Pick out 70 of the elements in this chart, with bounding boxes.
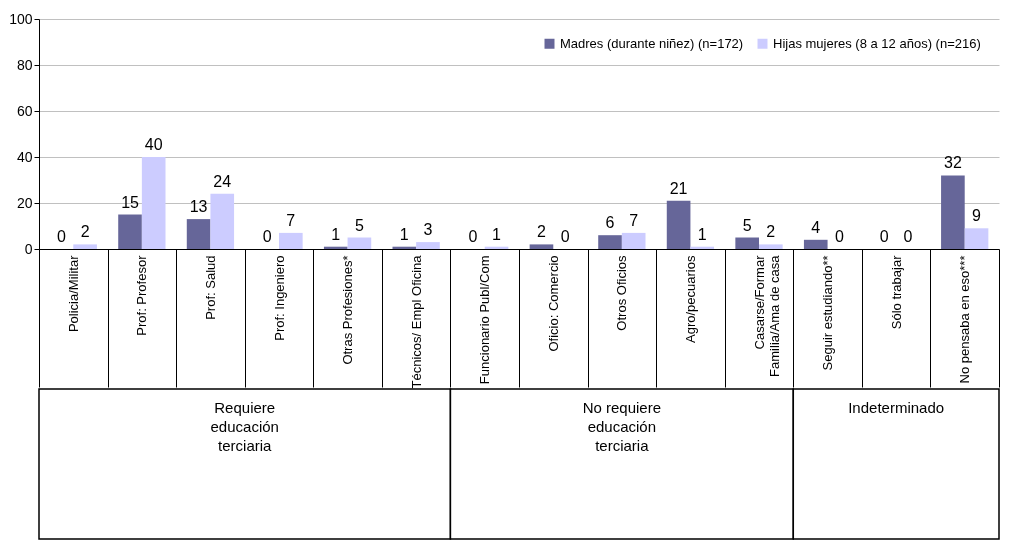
bar <box>621 232 646 249</box>
text: Requiere educación terciaria <box>210 399 279 454</box>
x-tick-label: Otras Profesiones* <box>340 255 356 365</box>
y-tick-label: 60 <box>16 102 33 119</box>
x-tick-label: Oficio: Comercio <box>545 255 561 352</box>
data-label: 1 <box>697 225 707 243</box>
bar <box>964 228 989 249</box>
x-tick-label: Otros Oficios <box>614 255 630 331</box>
y-tick-label: 40 <box>16 148 33 165</box>
data-label: 7 <box>286 211 296 229</box>
data-label: 5 <box>354 216 364 234</box>
legend-label: Madres (durante niñez) (n=172) <box>560 35 744 51</box>
data-label: 32 <box>943 154 962 172</box>
x-tick-label: Policia/Militar <box>65 254 81 333</box>
data-label: 0 <box>903 228 913 245</box>
y-tick-label: 100 <box>9 10 33 27</box>
data-label: 0 <box>834 228 844 245</box>
data-label: 5 <box>742 216 752 234</box>
data-label: 4 <box>811 218 821 236</box>
bar <box>210 193 235 249</box>
x-tick-label: No pensaba en eso*** <box>957 255 973 384</box>
data-label: 0 <box>57 228 67 245</box>
text: No requiere educación terciaria <box>582 399 662 454</box>
data-label: 24 <box>213 172 232 190</box>
bar <box>666 200 691 249</box>
x-tick-label: Funcionario Publ/Com <box>477 255 493 385</box>
bar <box>598 235 622 249</box>
bar <box>803 239 828 249</box>
bar <box>735 237 759 249</box>
data-label: 1 <box>399 225 409 243</box>
data-label: 21 <box>669 179 688 197</box>
data-label: 9 <box>972 207 982 225</box>
bar <box>529 244 554 249</box>
data-label: 6 <box>605 214 615 232</box>
bar <box>347 237 372 249</box>
data-label: 0 <box>262 228 272 245</box>
data-label: 2 <box>537 223 547 241</box>
data-label: 3 <box>423 221 433 239</box>
x-tick-label: Agro/pecuarios <box>682 255 698 343</box>
data-label: 1 <box>331 225 341 243</box>
bar <box>141 157 166 249</box>
data-label: 0 <box>560 228 570 245</box>
bar <box>759 244 783 249</box>
x-tick-label: Casarse/Formar Familia/Ama de casa <box>751 254 782 377</box>
bar <box>279 232 303 249</box>
bar <box>416 242 440 249</box>
x-tick-label: Prof: Profesor <box>134 254 150 336</box>
x-tick-label: Prof: Salud <box>202 255 218 320</box>
data-label: 0 <box>879 228 889 245</box>
y-tick-label: 80 <box>16 56 33 73</box>
bar <box>73 244 97 249</box>
data-label: 0 <box>468 228 478 245</box>
y-tick-label: 20 <box>16 194 33 211</box>
y-tick-label: 0 <box>24 240 33 257</box>
data-label: 1 <box>492 225 502 243</box>
bar <box>186 219 211 249</box>
x-tick-label: Seguir estudiando** <box>820 255 836 371</box>
data-label: 15 <box>121 193 140 211</box>
legend-label: Hijas mujeres (8 a 12 años) (n=216) <box>773 35 981 51</box>
bar <box>118 214 142 249</box>
data-label: 40 <box>144 136 163 153</box>
x-tick-label: Sólo trabajar <box>888 254 904 330</box>
bar <box>941 175 965 249</box>
x-tick-label: Prof: Ingeniero <box>271 255 287 341</box>
data-label: 2 <box>80 223 90 241</box>
x-tick-label: Técnicos/ Empl Oficina <box>408 254 424 389</box>
text: Indeterminado <box>848 399 945 416</box>
data-label: 2 <box>766 223 776 241</box>
data-label: 13 <box>189 198 208 216</box>
data-label: 7 <box>629 211 639 229</box>
